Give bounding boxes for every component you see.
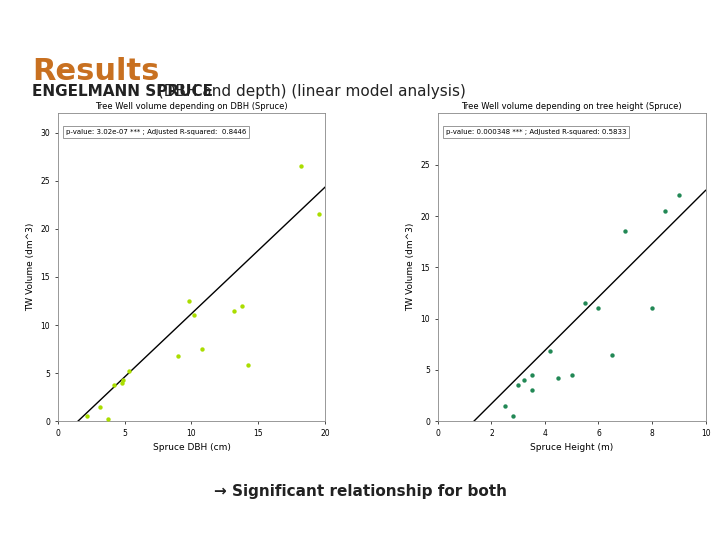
Title: Tree Well volume depending on tree height (Spruce): Tree Well volume depending on tree heigh… [462, 102, 682, 111]
Text: (DBH and depth) (linear model analysis): (DBH and depth) (linear model analysis) [153, 84, 467, 99]
Point [108, 380, 120, 389]
Text: p-value: 0.000348 *** ; Adjusted R-squared: 0.5833: p-value: 0.000348 *** ; Adjusted R-squar… [446, 129, 626, 135]
Point [95, 402, 107, 411]
Point [242, 361, 253, 370]
Point [507, 411, 518, 420]
Point [183, 296, 194, 305]
Point [647, 304, 658, 313]
Text: p-value: 3.02e-07 *** ; Adjusted R-squared:  0.8446: p-value: 3.02e-07 *** ; Adjusted R-squar… [66, 129, 246, 135]
Point [593, 304, 604, 313]
Text: Results: Results [32, 57, 160, 86]
Text: → Significant relationship for both: → Significant relationship for both [214, 484, 506, 499]
Title: Tree Well volume depending on DBH (Spruce): Tree Well volume depending on DBH (Spruc… [95, 102, 288, 111]
Point [673, 191, 685, 200]
Point [518, 376, 529, 384]
X-axis label: Spruce Height (m): Spruce Height (m) [530, 443, 613, 453]
Y-axis label: TW Volume (dm^3): TW Volume (dm^3) [406, 223, 415, 312]
Point [123, 367, 135, 375]
Point [606, 350, 618, 359]
Point [117, 375, 129, 384]
Point [513, 381, 524, 390]
Point [237, 301, 248, 310]
Point [103, 415, 114, 423]
Point [552, 374, 564, 382]
Point [313, 210, 325, 219]
Point [526, 386, 537, 395]
Point [81, 412, 93, 421]
Point [619, 227, 631, 235]
Point [197, 345, 208, 353]
Point [544, 347, 556, 356]
Y-axis label: TW Volume (dm^3): TW Volume (dm^3) [26, 223, 35, 312]
Point [660, 206, 671, 215]
Point [580, 299, 591, 307]
Point [499, 402, 510, 410]
Point [116, 379, 127, 387]
Text: ENGELMANN SPRUCE: ENGELMANN SPRUCE [32, 84, 213, 99]
X-axis label: Spruce DBH (cm): Spruce DBH (cm) [153, 443, 230, 453]
Point [172, 352, 184, 360]
Point [526, 370, 537, 379]
Point [189, 311, 200, 320]
Point [228, 306, 240, 315]
Point [566, 370, 577, 379]
Point [295, 162, 307, 171]
